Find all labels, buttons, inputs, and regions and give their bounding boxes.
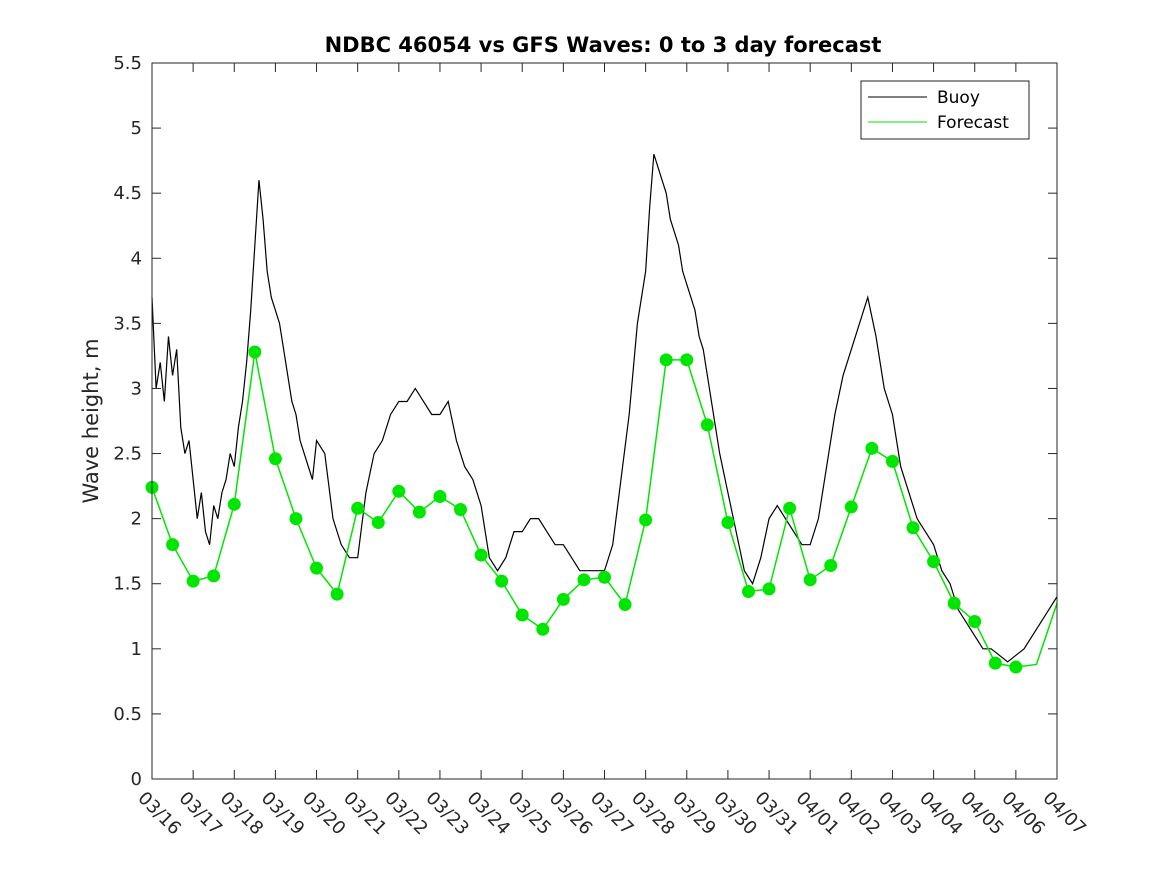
forecast-marker [639,513,653,527]
forecast-marker [577,573,591,587]
forecast-marker [268,452,282,466]
legend-box [860,80,1030,140]
y-tick-label: 5 [131,118,142,139]
forecast-marker [454,503,468,517]
forecast-marker [700,418,714,432]
forecast-marker [166,538,180,552]
forecast-marker [474,548,488,562]
forecast-marker [824,559,838,573]
y-tick-label: 1.5 [113,574,142,595]
forecast-marker [885,454,899,468]
y-tick-label: 0 [131,769,142,790]
plot-area [152,63,1057,779]
forecast-marker [721,516,735,530]
forecast-marker [968,614,982,628]
forecast-marker [844,500,858,514]
forecast-marker [927,555,941,569]
forecast-marker [680,353,694,367]
forecast-marker [495,574,509,588]
forecast-marker [556,592,570,606]
forecast-marker [392,484,406,498]
forecast-marker [351,501,365,515]
legend: Buoy Forecast [860,80,1030,140]
forecast-marker [1009,660,1023,674]
forecast-marker [741,585,755,599]
forecast-marker [947,596,961,610]
forecast-marker [515,608,529,622]
y-tick-label: 4.5 [113,183,142,204]
forecast-marker [371,516,385,530]
forecast-marker [412,505,426,519]
forecast-marker [762,582,776,596]
forecast-marker [289,512,303,526]
forecast-marker [803,573,817,587]
forecast-marker [598,570,611,584]
forecast-marker [618,598,632,612]
legend-label-buoy: Buoy [937,88,980,108]
forecast-marker [865,441,879,455]
y-tick-label: 2.5 [113,444,142,465]
plot-area-background [152,63,1057,779]
forecast-marker [227,497,241,511]
legend-label-forecast: Forecast [937,113,1009,133]
forecast-marker [988,656,1002,670]
forecast-marker [248,345,262,359]
y-tick-label: 3.5 [113,313,142,334]
forecast-marker [536,622,550,636]
y-axis-label: Wave height, m [79,338,103,503]
forecast-marker [330,587,344,601]
series-line-buoy [151,153,1058,663]
forecast-marker [207,569,221,583]
y-tick-label: 0.5 [113,704,142,725]
forecast-marker [906,521,920,535]
y-tick-label: 1 [131,639,142,660]
y-tick-label: 4 [131,248,142,269]
y-tick-label: 5.5 [113,53,142,74]
y-tick-label: 2 [131,509,142,530]
y-tick-label: 3 [131,378,142,399]
forecast-marker [186,574,200,588]
forecast-marker [433,490,447,504]
forecast-marker [310,561,324,575]
forecast-marker [783,501,797,515]
chart-title: NDBC 46054 vs GFS Waves: 0 to 3 day fore… [325,33,882,57]
forecast-marker [659,353,673,367]
